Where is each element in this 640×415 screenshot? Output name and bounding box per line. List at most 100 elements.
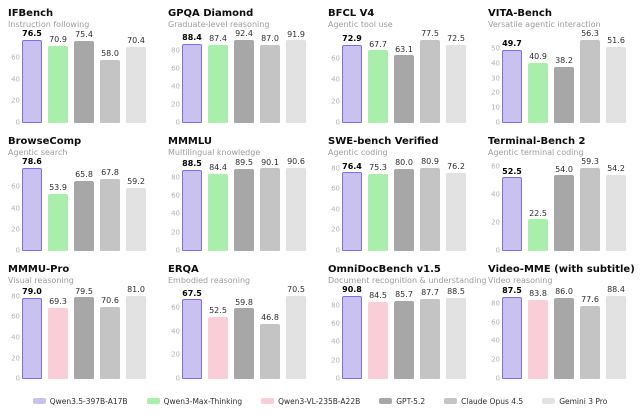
bar-value-label: 67.7 xyxy=(369,39,387,49)
bar-claude-opus-4-5 xyxy=(420,39,440,123)
bar-group-gemini-3-pro: 81.0 xyxy=(126,285,146,379)
bar-claude-opus-4-5 xyxy=(580,167,600,251)
bar-gemini-3-pro xyxy=(606,46,626,123)
bar-value-label: 83.8 xyxy=(529,289,547,299)
bar-value-label: 54.0 xyxy=(555,164,573,174)
bars-container: 76.4 75.3 80.0 80.9 76.2 xyxy=(342,157,468,251)
legend-swatch xyxy=(146,398,160,404)
bars-container: 67.5 52.5 59.8 46.8 70.5 xyxy=(182,285,308,379)
bar-group-qwen3-vl-235b-a22b: 69.3 xyxy=(48,291,68,379)
bar-group-claude-opus-4-5: 87.7 xyxy=(420,288,440,379)
bar-qwen3-5-397b-a17b xyxy=(342,172,362,251)
bar-group-claude-opus-4-5: 80.9 xyxy=(420,157,440,251)
chart-title: ERQA xyxy=(168,264,199,275)
bar-value-label: 52.5 xyxy=(502,166,522,176)
bar-claude-opus-4-5 xyxy=(260,168,280,251)
plot-area: 0 20 40 60 80 79.0 69.3 79.5 70.6 81.0 xyxy=(8,285,154,382)
bar-value-label: 63.1 xyxy=(395,44,413,54)
y-tick-label: 40 xyxy=(331,205,340,214)
bar-group-qwen3-5-397b-a17b: 52.5 xyxy=(502,163,522,251)
bar-value-label: 76.5 xyxy=(22,29,42,39)
chart-terminal-bench-2: Terminal-Bench 2 Agentic terminal coding 0… xyxy=(480,131,640,259)
bar-gpt-5-2 xyxy=(234,40,254,123)
bar-value-label: 87.5 xyxy=(502,285,522,295)
bar-value-label: 22.5 xyxy=(529,208,547,218)
chart-title: Video-MME (with subtitle) xyxy=(488,264,635,275)
bar-group-gpt-5-2: 38.2 xyxy=(554,35,574,123)
bar-value-label: 75.3 xyxy=(369,162,387,172)
bar-group-claude-opus-4-5: 70.6 xyxy=(100,291,120,379)
bar-qwen3-vl-235b-a22b xyxy=(368,301,388,379)
bar-group-qwen3-5-397b-a17b: 78.6 xyxy=(22,157,42,251)
bar-gemini-3-pro xyxy=(126,46,146,123)
bar-group-gemini-3-pro: 54.2 xyxy=(606,163,626,251)
bars-container: 79.0 69.3 79.5 70.6 81.0 xyxy=(22,285,148,379)
y-tick-label: 20 xyxy=(491,355,500,364)
bar-value-label: 79.5 xyxy=(75,286,93,296)
bar-value-label: 88.5 xyxy=(447,287,465,297)
bar-value-label: 76.2 xyxy=(447,161,465,171)
bar-group-gpt-5-2: 85.7 xyxy=(394,290,414,379)
bar-value-label: 69.3 xyxy=(49,297,67,307)
bar-group-qwen3-max-thinking: 67.7 xyxy=(368,35,388,123)
bar-group-gpt-5-2: 92.4 xyxy=(234,29,254,123)
chart-subtitle: Video reasoning xyxy=(488,276,553,285)
chart-gpqa-diamond: GPQA Diamond Graduate-level reasoning 0 20 4… xyxy=(160,3,320,131)
bar-gpt-5-2 xyxy=(394,168,414,251)
bar-value-label: 77.5 xyxy=(421,29,439,39)
y-tick-label: 30 xyxy=(491,74,500,83)
bars-container: 90.8 84.5 85.7 87.7 88.5 xyxy=(342,285,468,379)
y-tick-label: 60 xyxy=(171,191,180,200)
bar-group-claude-opus-4-5: 67.8 xyxy=(100,163,120,251)
y-tick-label: 80 xyxy=(331,164,340,173)
bar-claude-opus-4-5 xyxy=(100,60,120,123)
chart-subtitle: Versatile agentic interaction xyxy=(488,20,601,29)
bar-value-label: 84.5 xyxy=(369,290,387,300)
bar-gpt-5-2 xyxy=(394,55,414,123)
bar-qwen3-max-thinking xyxy=(208,173,228,251)
chart-subtitle: Instruction following xyxy=(8,20,90,29)
bar-value-label: 70.9 xyxy=(49,35,67,45)
y-tick-label: 80 xyxy=(491,299,500,308)
y-tick-label: 20 xyxy=(331,97,340,106)
y-tick-label: 80 xyxy=(331,301,340,310)
bar-claude-opus-4-5 xyxy=(580,306,600,379)
bar-qwen3-max-thinking xyxy=(48,193,68,251)
chart-title: SWE-bench Verified xyxy=(328,136,439,147)
bar-group-gpt-5-2: 75.4 xyxy=(74,30,94,123)
bars-container: 72.9 67.7 63.1 77.5 72.5 xyxy=(342,29,468,123)
legend-item-gemini-3-pro: Gemini 3 Pro xyxy=(542,397,607,406)
bar-qwen3-max-thinking xyxy=(48,45,68,123)
bar-value-label: 70.4 xyxy=(127,35,145,45)
bar-value-label: 72.5 xyxy=(447,34,465,44)
bar-gemini-3-pro xyxy=(286,167,306,251)
bar-group-qwen3-max-thinking: 70.9 xyxy=(48,35,68,123)
legend-item-qwen3-max-thinking: Qwen3-Max-Thinking xyxy=(146,397,242,406)
bar-claude-opus-4-5 xyxy=(260,44,280,123)
bar-group-qwen3-5-397b-a17b: 90.8 xyxy=(342,285,362,379)
bar-value-label: 88.4 xyxy=(182,32,202,42)
bar-group-gemini-3-pro: 91.9 xyxy=(286,30,306,123)
bar-gpt-5-2 xyxy=(74,41,94,123)
y-tick-label: 40 xyxy=(331,75,340,84)
bars-container: 49.7 40.9 38.2 56.3 51.6 xyxy=(502,29,628,123)
chart-subtitle: Graduate-level reasoning xyxy=(168,20,270,29)
bar-gpt-5-2 xyxy=(554,175,574,251)
bar-gemini-3-pro xyxy=(126,188,146,251)
y-tick-label: 60 xyxy=(331,184,340,193)
bar-value-label: 53.9 xyxy=(49,183,67,193)
bar-group-gemini-3-pro: 90.6 xyxy=(286,157,306,251)
bar-claude-opus-4-5 xyxy=(420,298,440,379)
bar-value-label: 80.0 xyxy=(395,157,413,167)
bar-value-label: 87.4 xyxy=(209,33,227,43)
bar-group-qwen3-vl-235b-a22b: 52.5 xyxy=(208,291,228,379)
plot-area: 0 20 40 60 80 88.5 84.4 89.5 90.1 90.6 xyxy=(168,157,314,254)
bar-value-label: 81.0 xyxy=(127,285,145,295)
y-tick-label: 80 xyxy=(171,173,180,182)
plot-area: 0 20 40 60 80 90.8 84.5 85.7 87.7 88.5 xyxy=(328,285,474,382)
y-tick-label: 0 xyxy=(335,246,340,255)
chart-video-mme-with-subtitle: Video-MME (with subtitle) Video reasoning… xyxy=(480,259,640,387)
bar-group-claude-opus-4-5: 77.5 xyxy=(420,29,440,123)
chart-subtitle: Document recognition & understanding xyxy=(328,276,487,285)
y-tick-label: 40 xyxy=(491,336,500,345)
